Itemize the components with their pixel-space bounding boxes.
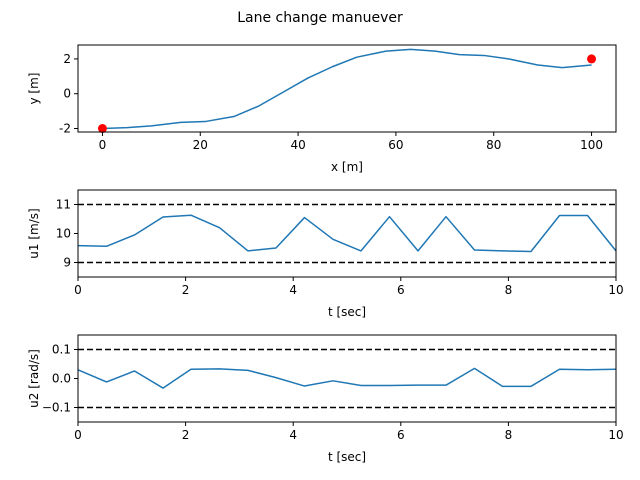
end-marker [587, 54, 597, 64]
y-tick-label: 10 [56, 227, 71, 241]
x-tick-label: 6 [397, 283, 405, 297]
x-tick-label: 8 [505, 428, 513, 442]
y-axis-label: u1 [m/s] [27, 208, 41, 258]
y-tick-label: −0.1 [42, 401, 71, 415]
x-tick-label: 20 [193, 138, 208, 152]
x-tick-label: 8 [505, 283, 513, 297]
figure-title: Lane change manuever [237, 10, 403, 26]
y-axis-label: u2 [rad/s] [27, 349, 41, 408]
y-axis-label: y [m] [27, 73, 41, 105]
x-tick-label: 4 [289, 428, 297, 442]
series-line-1 [77, 214, 617, 253]
chart-panel-3: 0 2 4 6 8 10 −0.1 0.0 0.1 t [sec] u2 [rad/s] [27, 334, 624, 464]
y-tick-label: 9 [63, 256, 71, 270]
y-tick-label: 2 [63, 52, 71, 66]
x-axis-label: t [sec] [328, 450, 366, 464]
y-tick-label: 0.0 [52, 372, 71, 386]
plot-frame [77, 334, 617, 423]
y-tick-label: 11 [56, 198, 71, 212]
plot-frame [77, 189, 617, 278]
series-line-1 [77, 367, 617, 389]
chart-panel-2: 0 2 4 6 8 10 9 10 11 t [sec] u1 [m/s] [27, 189, 624, 319]
x-tick-label: 0 [74, 283, 82, 297]
series-line-1 [102, 48, 592, 130]
x-tick-label: 80 [486, 138, 501, 152]
y-tick-label: 0.1 [52, 343, 71, 357]
x-tick-label: 10 [608, 283, 623, 297]
x-tick-label: 2 [182, 283, 190, 297]
x-tick-label: 0 [74, 428, 82, 442]
x-tick-label: 2 [182, 428, 190, 442]
x-axis-label: x [m] [331, 160, 363, 174]
x-tick-label: 0 [99, 138, 107, 152]
x-tick-label: 40 [290, 138, 305, 152]
x-tick-label: 6 [397, 428, 405, 442]
x-axis-label: t [sec] [328, 305, 366, 319]
x-tick-label: 4 [289, 283, 297, 297]
y-tick-label: -2 [59, 122, 71, 136]
x-tick-label: 60 [388, 138, 403, 152]
y-tick-label: 0 [63, 87, 71, 101]
plot-frame [77, 44, 617, 133]
start-marker [97, 124, 107, 134]
x-tick-label: 10 [608, 428, 623, 442]
chart-panel-1: 0 20 40 60 80 100 -2 0 2 x [m] y [m] [27, 44, 617, 174]
x-tick-label: 100 [580, 138, 603, 152]
